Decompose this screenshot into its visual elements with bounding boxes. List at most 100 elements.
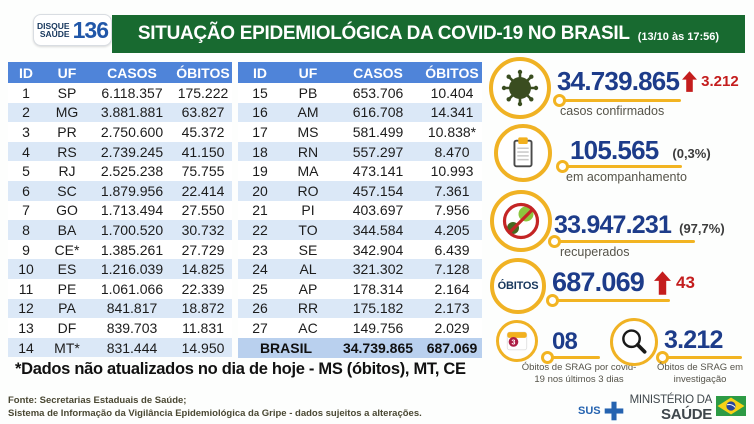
confirmed-value: 34.739.865 [557, 66, 680, 96]
table-body: 15 PB 653.706 10.404 16 AM 616.708 14.341 17 MS 58… [238, 83, 482, 338]
table-cell: 16 [252, 104, 268, 121]
table-body: 1 SP 6.118.357 175.222 2 MG 3.881.881 63.827 3 PR… [8, 83, 232, 358]
table-cell: 2.750.600 [100, 123, 164, 140]
source-line1: Fonte: Secretarias Estaduais de Saúde; [8, 395, 187, 406]
table-cell: 1.700.520 [100, 221, 164, 238]
table-cell: 3 [22, 123, 30, 140]
table-row: 11 PE 1.061.066 22.339 [8, 278, 232, 299]
table-cell: 1.061.066 [100, 280, 164, 297]
table-cell: 19 [252, 163, 268, 180]
brazil-flag-icon [716, 396, 746, 416]
table-row: 26 RR 175.182 2.173 [238, 298, 482, 319]
table-row: 18 RN 557.297 8.470 [238, 141, 482, 162]
monitoring-stat: 105.565 (0,3%) [570, 135, 711, 166]
recovered-percent: (97,7%) [679, 221, 725, 236]
timestamp: (13/10 às 17:56) [637, 31, 720, 43]
table-cell: 14 [18, 339, 34, 356]
table-cell: 344.584 [352, 221, 404, 238]
total-obitos: 687.069 [426, 339, 478, 356]
table-cell: 1.216.039 [100, 261, 164, 278]
table-cell: 473.141 [352, 163, 404, 180]
table-header: ID UF CASOS ÓBITOS [8, 62, 232, 83]
recovered-label: recuperados [560, 245, 630, 259]
obitos-badge: ÓBITOS [490, 258, 546, 314]
srag-investigation-underline [656, 351, 742, 364]
table-cell: 4 [22, 143, 30, 160]
table-row: 7 GO 1.713.494 27.550 [8, 200, 232, 221]
confirmed-label: casos confirmados [560, 104, 665, 118]
table-row: 25 AP 178.314 2.164 [238, 278, 482, 299]
source-line2: Sistema de Informação da Vigilância Epid… [8, 407, 422, 419]
table-cell: RS [57, 143, 77, 160]
table-cell: 24 [252, 261, 268, 278]
table-cell: 26 [252, 300, 268, 317]
table-cell: 616.708 [352, 104, 404, 121]
table-row: 3 PR 2.750.600 45.372 [8, 122, 232, 142]
table-cell: 8 [22, 221, 30, 238]
table-cell: 7.956 [434, 202, 470, 219]
logo-line1: DISQUE [37, 20, 70, 31]
table-cell: RJ [58, 163, 76, 180]
deaths-value: 687.069 [552, 267, 645, 297]
table-cell: 25 [252, 280, 268, 297]
table-cell: 457.154 [352, 182, 404, 199]
table-cell: AP [298, 280, 318, 297]
table-row: 15 PB 653.706 10.404 [238, 83, 482, 103]
table-cell: 2.173 [434, 300, 470, 317]
table-row: 24 AL 321.302 7.128 [238, 259, 482, 279]
srag-investigation-label: Óbitos de SRAG em investigação [656, 362, 744, 385]
table-cell: MG [55, 104, 79, 121]
table-cell: 178.314 [352, 280, 404, 297]
table-cell: RR [297, 300, 319, 317]
col-obitos: ÓBITOS [176, 64, 230, 81]
recovered-value: 33.947.231 [554, 211, 672, 239]
calendar-glyph: 3 [506, 331, 528, 351]
table-cell: PB [298, 84, 318, 101]
logo-line2: SAÚDE [39, 29, 70, 39]
recovered-underline [548, 235, 695, 248]
table-cell: 15 [252, 84, 268, 101]
table-cell: 17 [252, 123, 268, 140]
table-cell: TO [298, 221, 318, 238]
table-cell: 1 [22, 84, 30, 101]
table-row: 27 AC 149.756 2.029 [238, 318, 482, 338]
ministry-line2: SAÚDE [660, 406, 712, 423]
table-row: 19 MA 473.141 10.993 [238, 161, 482, 181]
monitoring-value: 105.565 [570, 135, 659, 165]
table-cell: 22.414 [181, 182, 225, 199]
deaths-underline [546, 294, 670, 307]
table-row: 4 RS 2.739.245 41.150 [8, 141, 232, 162]
table-cell: 3.881.881 [100, 104, 164, 121]
table-cell: 6.118.357 [101, 84, 163, 101]
confirmed-underline [553, 94, 681, 107]
table-row: 23 SE 342.904 6.439 [238, 239, 482, 260]
ministry-line1: MINISTÉRIO DA [629, 394, 713, 406]
table-cell: SC [57, 182, 77, 199]
srag-recent-value: 08 [552, 328, 578, 355]
table-cell: 11.831 [182, 319, 224, 336]
table-cell: 27 [252, 319, 268, 336]
table-cell: 321.302 [352, 261, 404, 278]
table-cell: MT* [54, 339, 80, 356]
table-row: 10 ES 1.216.039 14.825 [8, 259, 232, 279]
table-row: 2 MG 3.881.881 63.827 [8, 102, 232, 123]
table-cell: PE [57, 280, 77, 297]
col-casos: CASOS [107, 64, 157, 81]
table-cell: 342.904 [352, 241, 404, 258]
table-cell: 10.404 [430, 84, 474, 101]
table-cell: 9 [22, 241, 30, 258]
clipboard-icon [494, 124, 552, 182]
table-cell: 63.827 [181, 104, 225, 121]
table-cell: 8.470 [434, 143, 470, 160]
col-uf: UF [298, 64, 318, 81]
table-cell: AM [297, 104, 319, 121]
table-row: 12 PA 841.817 18.872 [8, 298, 232, 319]
srag-recent-underline [541, 351, 600, 364]
total-casos: 34.739.865 [342, 339, 414, 356]
disque-saude-logo: DISQUE SAÚDE 136 [33, 14, 112, 46]
table-cell: 12 [18, 300, 34, 317]
up-arrow-icon [654, 270, 671, 295]
table-cell: 149.756 [352, 319, 404, 336]
no-virus-glyph [502, 202, 540, 240]
table-row: 14 MT* 831.444 14.950 [8, 337, 232, 358]
